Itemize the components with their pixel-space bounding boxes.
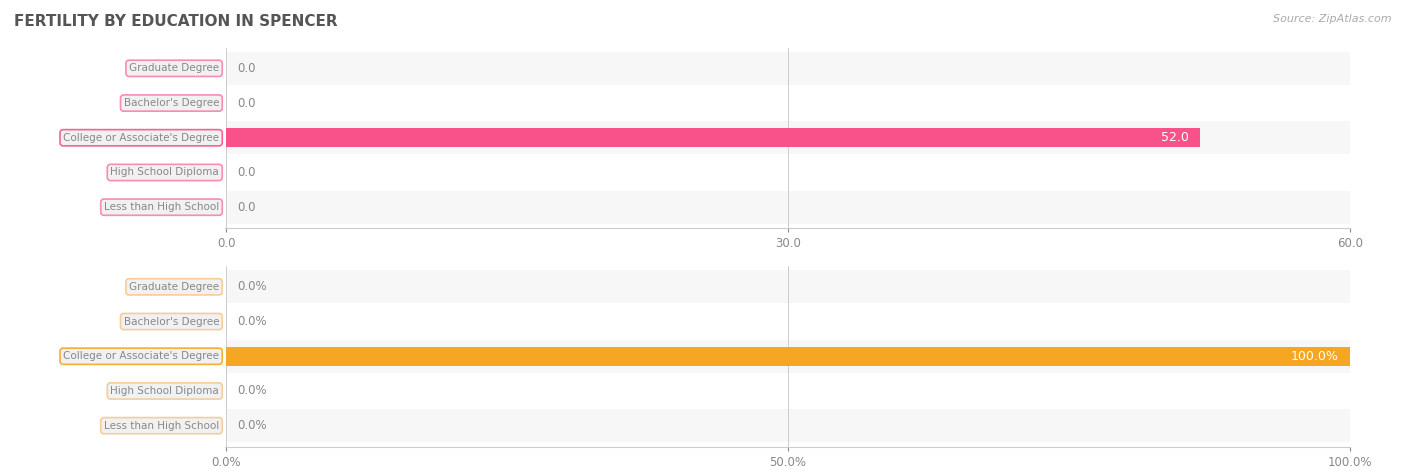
Text: 52.0: 52.0: [1161, 131, 1188, 144]
Bar: [226, 374, 1350, 408]
Text: 0.0%: 0.0%: [238, 419, 267, 432]
Text: Less than High School: Less than High School: [104, 202, 219, 212]
Text: Less than High School: Less than High School: [104, 421, 219, 431]
Bar: [226, 305, 1350, 338]
Text: High School Diploma: High School Diploma: [111, 386, 219, 396]
Text: 0.0%: 0.0%: [238, 280, 267, 294]
Text: Bachelor's Degree: Bachelor's Degree: [124, 316, 219, 326]
Text: 0.0: 0.0: [238, 62, 256, 75]
Bar: [226, 190, 1350, 224]
Bar: [226, 156, 1350, 189]
Bar: [226, 128, 1199, 147]
Text: High School Diploma: High School Diploma: [111, 168, 219, 178]
Text: 0.0%: 0.0%: [238, 384, 267, 398]
Text: Graduate Degree: Graduate Degree: [129, 63, 219, 73]
Text: 0.0%: 0.0%: [238, 315, 267, 328]
Text: 0.0: 0.0: [238, 166, 256, 179]
Bar: [226, 409, 1350, 442]
Text: 0.0: 0.0: [238, 96, 256, 110]
Bar: [226, 52, 1350, 85]
Text: 0.0: 0.0: [238, 200, 256, 214]
Bar: [226, 340, 1350, 373]
Text: Graduate Degree: Graduate Degree: [129, 282, 219, 292]
Bar: [226, 86, 1350, 120]
Text: Source: ZipAtlas.com: Source: ZipAtlas.com: [1274, 14, 1392, 24]
Text: Bachelor's Degree: Bachelor's Degree: [124, 98, 219, 108]
Text: College or Associate's Degree: College or Associate's Degree: [63, 351, 219, 361]
Text: College or Associate's Degree: College or Associate's Degree: [63, 133, 219, 143]
Text: FERTILITY BY EDUCATION IN SPENCER: FERTILITY BY EDUCATION IN SPENCER: [14, 14, 337, 29]
Bar: [226, 121, 1350, 154]
Bar: [226, 270, 1350, 304]
Bar: [226, 347, 1350, 366]
Text: 100.0%: 100.0%: [1291, 350, 1339, 363]
